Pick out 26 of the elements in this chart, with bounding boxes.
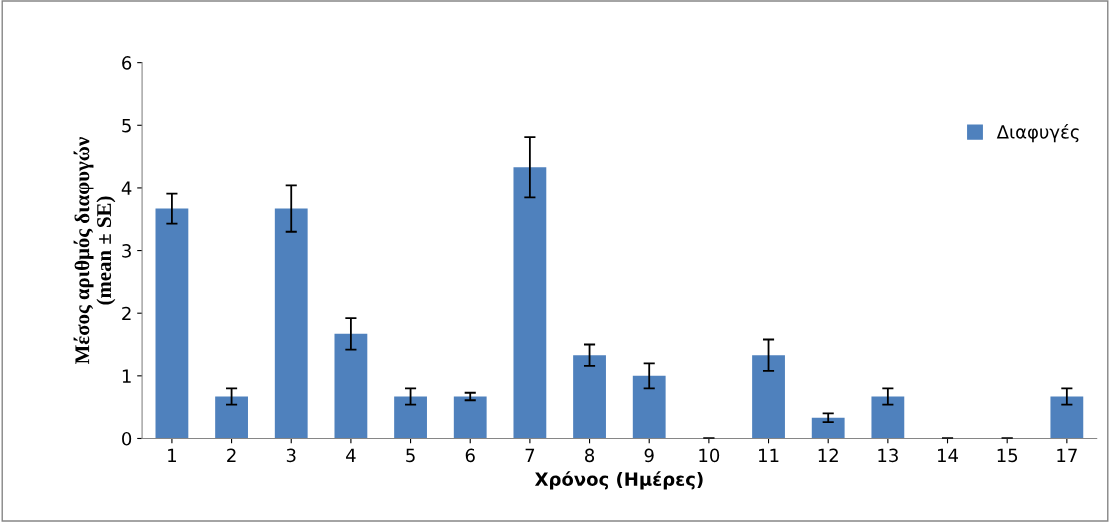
y-axis-title: Μέσος αριθμός διαφυγών (mean ± SE) [73, 137, 116, 365]
x-tick-label: 5 [406, 448, 415, 463]
x-tick-label: 15 [997, 448, 1018, 463]
x-tick-label: 8 [585, 448, 595, 463]
legend-label: Διαφυγές [996, 123, 1079, 143]
x-tick-label: 11 [759, 448, 779, 462]
x-tick-label: 12 [818, 448, 838, 462]
x-tick-label: 6 [465, 448, 475, 463]
y-tick-label: 6 [122, 56, 132, 70]
y-tick-label: 4 [121, 181, 132, 195]
x-tick-label: 2 [227, 448, 236, 462]
y-tick-label: 2 [122, 306, 131, 321]
y-tick-label: 3 [122, 244, 131, 258]
x-axis-title: Χρόνος (Ημέρες) [534, 471, 703, 490]
x-tick-label: 1 [168, 448, 176, 462]
y-tick-label: 0 [122, 431, 132, 446]
x-tick-label: 7 [525, 448, 535, 462]
x-tick-label: 4 [346, 448, 356, 462]
x-tick-label: 10 [699, 448, 720, 463]
x-tick-label: 13 [878, 448, 898, 463]
x-tick-label: 17 [1057, 448, 1077, 462]
y-tick-label: 1 [122, 369, 131, 383]
x-tick-label: 14 [938, 448, 958, 462]
x-tick-label: 9 [644, 448, 654, 463]
x-tick-label: 3 [286, 448, 296, 463]
y-tick-label: 5 [122, 118, 131, 133]
